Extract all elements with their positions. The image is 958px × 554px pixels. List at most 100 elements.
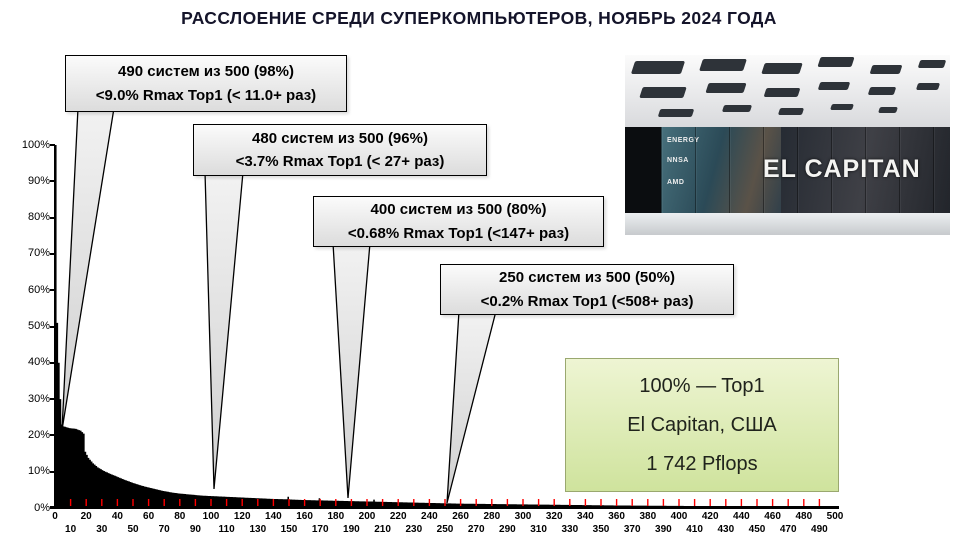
x-tick-label: 220 — [389, 511, 407, 522]
y-tick-label: 90% — [27, 174, 50, 187]
el-capitan-photo: ENERGY NNSA AMD EL CAPITAN — [625, 55, 950, 235]
x-tick-label: 90 — [189, 524, 201, 535]
y-tick-label: 10% — [27, 465, 50, 478]
y-tick-mark — [50, 180, 55, 183]
energy-logo: ENERGY — [667, 137, 700, 144]
y-tick-label: 40% — [27, 356, 50, 369]
minor-tick — [85, 499, 87, 508]
y-tick-mark — [50, 216, 55, 219]
x-tick-label: 380 — [639, 511, 657, 522]
ceiling-light-icon — [705, 83, 747, 93]
callout-line-2: <0.2% Rmax Top1 (<508+ раз) — [480, 292, 694, 310]
x-tick-label: 240 — [421, 511, 438, 522]
minor-tick — [537, 499, 540, 508]
minor-tick — [288, 499, 290, 508]
top1-line-performance: 1 742 Pflops — [646, 452, 758, 475]
callout-line-2: <9.0% Rmax Top1 (< 11.0+ раз) — [95, 86, 317, 104]
x-tick-label: 150 — [280, 524, 298, 535]
x-axis — [50, 506, 839, 509]
ceiling-light-icon — [763, 88, 801, 97]
x-tick-label: 40 — [111, 511, 123, 522]
ceiling-light-icon — [917, 60, 947, 68]
minor-tick — [553, 499, 555, 508]
minor-tick — [303, 499, 306, 508]
amd-logo: AMD — [667, 179, 684, 186]
minor-tick — [132, 499, 134, 508]
x-tick-label: 200 — [358, 511, 376, 522]
x-tick-label: 440 — [733, 511, 750, 522]
minor-tick — [803, 499, 805, 508]
ceiling-light-icon — [915, 83, 941, 90]
minor-tick — [522, 499, 524, 508]
x-tick-label: 320 — [545, 511, 563, 522]
minor-tick — [725, 499, 727, 508]
nnsa-logo: NNSA — [667, 157, 689, 164]
minor-tick — [475, 499, 477, 508]
x-tick-label: 370 — [623, 524, 641, 535]
x-axis-labels-row2: 10 30 50 70 90 110 130 150 170 190 210 230 250 270 290… — [55, 524, 839, 536]
x-tick-label: 230 — [405, 524, 423, 535]
x-tick-label: 390 — [655, 524, 672, 535]
minor-tick — [444, 499, 446, 508]
minor-tick — [662, 499, 665, 508]
cabinet-panels — [781, 127, 950, 213]
minor-tick — [459, 499, 462, 508]
x-tick-label: 80 — [174, 511, 186, 522]
callout-490-systems: 490 систем из 500 (98%) <9.0% Rmax Top1 … — [65, 55, 347, 112]
y-tick-mark — [50, 434, 55, 437]
x-tick-label: 250 — [436, 524, 454, 535]
x-tick-label: 270 — [467, 524, 485, 535]
bar-chart — [55, 145, 835, 508]
x-tick-label: 0 — [52, 511, 58, 522]
x-tick-label: 10 — [65, 524, 77, 535]
minor-tick — [241, 499, 243, 508]
y-tick-label: 20% — [27, 428, 50, 441]
minor-tick — [101, 499, 103, 508]
minor-tick — [163, 499, 165, 508]
ceiling-light-icon — [867, 87, 897, 95]
x-tick-label: 130 — [249, 524, 267, 535]
minor-tick — [693, 499, 696, 508]
x-tick-label: 330 — [561, 524, 579, 535]
x-tick-label: 340 — [577, 511, 594, 522]
callout-480-systems: 480 систем из 500 (96%) <3.7% Rmax Top1 … — [193, 124, 487, 176]
ceiling-light-icon — [761, 63, 803, 74]
ceiling-light-icon — [639, 87, 687, 98]
minor-tick — [678, 499, 680, 508]
x-tick-label: 360 — [608, 511, 625, 522]
minor-tick — [257, 499, 259, 508]
callout-line-1: 490 систем из 500 (98%) — [118, 63, 294, 81]
minor-tick — [210, 499, 212, 508]
ceiling-light-icon — [630, 61, 686, 74]
minor-tick — [647, 499, 649, 508]
y-tick-label: 50% — [27, 320, 50, 332]
x-tick-label: 490 — [811, 524, 828, 535]
minor-tick — [147, 499, 150, 508]
photo-ceiling — [625, 55, 950, 127]
callout-line-2: <0.68% Rmax Top1 (<147+ раз) — [347, 224, 570, 242]
callout-line-1: 400 систем из 500 (80%) — [370, 201, 547, 219]
x-tick-label: 460 — [764, 511, 781, 522]
x-tick-label: 170 — [311, 524, 329, 535]
x-tick-label: 190 — [343, 524, 360, 535]
callout-line-1: 250 систем из 500 (50%) — [499, 269, 675, 287]
minor-tick — [787, 499, 789, 508]
minor-tick — [631, 499, 633, 508]
y-tick-label: 80% — [27, 211, 50, 224]
minor-tick — [428, 499, 431, 508]
mural-panel: ENERGY NNSA AMD — [661, 127, 781, 213]
top1-info-box: 100% — Top1 El Capitan, США 1 742 Pflops — [565, 358, 839, 492]
y-tick-mark — [50, 507, 55, 509]
ceiling-light-icon — [817, 82, 851, 90]
y-tick-label: 70% — [27, 247, 50, 260]
minor-tick — [584, 499, 587, 508]
minor-tick — [709, 499, 711, 508]
x-tick-label: 430 — [717, 524, 735, 535]
ceiling-light-icon — [869, 65, 903, 74]
ceiling-light-icon — [721, 105, 753, 112]
ceiling-light-icon — [878, 107, 898, 113]
callout-250-systems: 250 систем из 500 (50%) <0.2% Rmax Top1 … — [440, 264, 734, 315]
minor-tick — [506, 499, 509, 508]
ceiling-light-icon — [817, 57, 855, 67]
